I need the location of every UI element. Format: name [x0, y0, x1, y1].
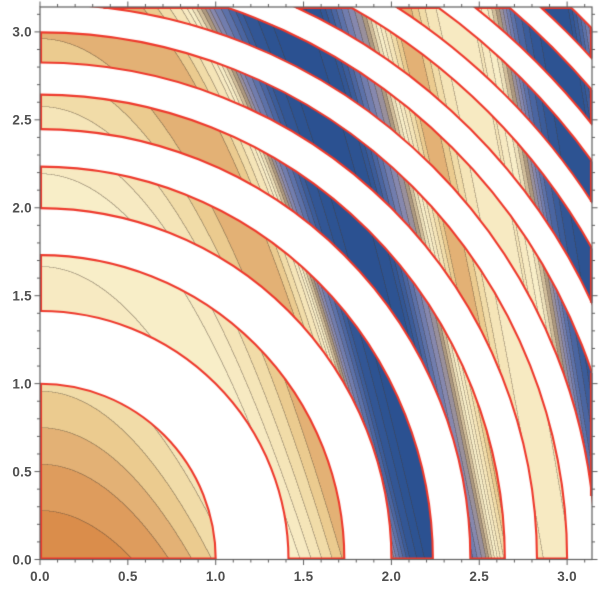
x-axis-tick-label: 1.0: [205, 568, 226, 584]
x-axis-tick-label: 2.5: [469, 568, 490, 584]
y-axis-tick-label: 2.0: [12, 200, 32, 216]
y-axis-tick-label: 1.0: [12, 376, 32, 392]
x-axis-tick-label: 0.5: [118, 568, 138, 584]
y-axis-tick-label: 0.0: [12, 552, 32, 567]
x-axis-tick-label: 1.5: [293, 568, 314, 584]
y-axis-tick-label: 0.5: [12, 464, 32, 480]
x-axis-tick-label: 2.0: [381, 568, 402, 584]
x-axis-tick-label: 0.0: [30, 568, 50, 584]
y-axis-tick-label: 2.5: [12, 112, 32, 128]
y-axis-tick-label: 1.5: [12, 288, 32, 304]
y-axis-tick-label: 3.0: [12, 24, 32, 40]
x-axis-tick-label: 3.0: [557, 568, 577, 584]
